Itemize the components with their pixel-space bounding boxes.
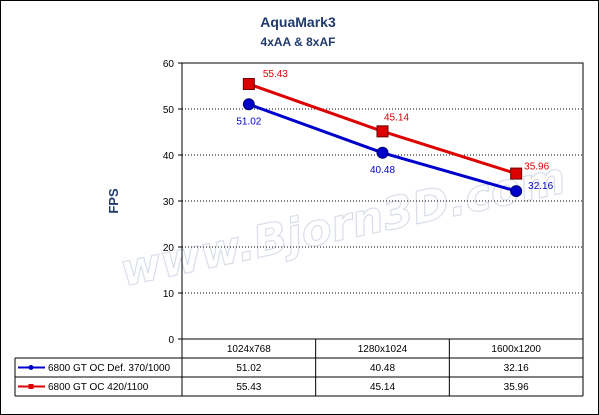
table-cell: 40.48: [370, 363, 395, 374]
table-cell: 55.43: [236, 382, 261, 393]
legend-label: 6800 GT OC 420/1100: [48, 382, 149, 393]
legend-marker: [28, 365, 34, 370]
table-cell: 45.14: [370, 382, 395, 393]
x-tick-label: 1600x1200: [491, 344, 541, 355]
x-tick-label: 1280x1024: [358, 344, 408, 355]
legend-label: 6800 GT OC Def. 370/1000: [48, 363, 171, 374]
data-label: 32.16: [528, 181, 553, 192]
data-point: [242, 78, 255, 91]
legend-marker: [28, 384, 34, 389]
chart-title: AquaMark3: [260, 14, 336, 30]
data-point: [376, 125, 389, 138]
table-cell: 51.02: [236, 363, 261, 374]
data-point: [242, 98, 255, 111]
data-label: 45.14: [384, 112, 409, 123]
data-label: 51.02: [236, 116, 261, 127]
watermark: www.Bjorn3D.com: [116, 153, 570, 297]
y-tick-label: 30: [163, 197, 175, 208]
data-label: 55.43: [263, 69, 288, 80]
y-tick-label: 10: [163, 289, 175, 300]
data-label: 35.96: [524, 162, 549, 173]
y-axis-label: FPS: [106, 188, 121, 214]
data-point: [510, 185, 523, 198]
table-cell: 32.16: [504, 363, 529, 374]
chart-subtitle: 4xAA & 8xAF: [261, 35, 336, 49]
y-tick-label: 50: [163, 105, 175, 116]
table-cell: 35.96: [504, 382, 529, 393]
y-tick-label: 20: [163, 243, 175, 254]
y-tick-label: 60: [163, 59, 175, 70]
y-tick-label: 0: [168, 335, 174, 346]
data-point: [510, 167, 523, 180]
y-tick-label: 40: [163, 151, 175, 162]
x-tick-label: 1024x768: [227, 344, 271, 355]
data-point: [376, 146, 389, 159]
data-label: 40.48: [370, 165, 395, 176]
